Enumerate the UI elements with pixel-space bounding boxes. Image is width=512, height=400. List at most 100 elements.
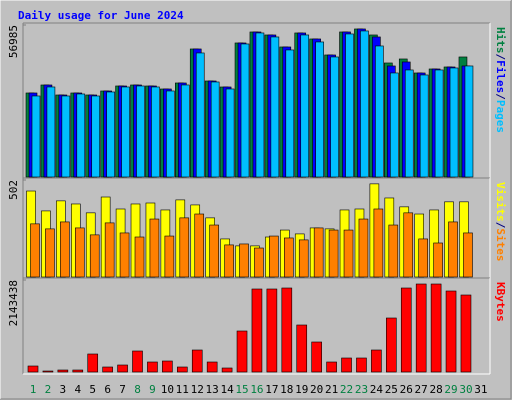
x-tick-label: 18 (280, 383, 293, 396)
bar (151, 86, 160, 178)
bar (164, 235, 175, 278)
x-tick-label: 30 (459, 383, 472, 396)
bar (240, 43, 250, 178)
bar (415, 283, 427, 373)
bar (254, 247, 264, 278)
legend-entry: Hits (494, 27, 507, 54)
bar (269, 235, 279, 278)
bar (209, 224, 219, 278)
x-tick-label: 26 (400, 383, 413, 396)
x-tick-label: 17 (265, 383, 278, 396)
bar (255, 32, 265, 178)
x-tick-label: 22 (340, 383, 353, 396)
bar (149, 218, 160, 278)
bar (386, 317, 397, 373)
bar (181, 84, 190, 178)
series-legend: KBytes (494, 282, 507, 322)
bar (358, 218, 369, 278)
bar (463, 232, 473, 278)
x-tick-label: 23 (355, 383, 368, 396)
x-tick-label: 29 (444, 383, 457, 396)
y-tick-label: 502 (7, 180, 20, 200)
bar (404, 69, 414, 178)
chart-title: Daily usage for June 2024 (18, 9, 184, 22)
bar (31, 95, 41, 178)
bar (74, 227, 85, 278)
bar (132, 350, 143, 373)
bar (104, 222, 115, 278)
x-tick-label: 24 (370, 383, 384, 396)
bar (326, 361, 337, 373)
x-tick-label: 20 (310, 383, 323, 396)
legend-entry: Pages (494, 100, 507, 133)
x-tick-label: 10 (161, 383, 174, 396)
bar (121, 86, 130, 178)
bar (300, 34, 310, 178)
bar (430, 283, 442, 373)
x-tick-label: 1 (30, 383, 37, 396)
bar (449, 67, 459, 178)
x-tick-label: 8 (134, 383, 141, 396)
x-tick-label: 19 (295, 383, 308, 396)
bar (42, 370, 54, 373)
bar (371, 349, 382, 373)
bar (345, 33, 354, 178)
bar (179, 217, 190, 278)
bar (117, 364, 128, 373)
bar (224, 244, 234, 278)
bar (284, 237, 294, 278)
bar (221, 367, 233, 373)
x-tick-label: 7 (119, 383, 126, 396)
bar (448, 221, 458, 278)
bar (136, 85, 145, 178)
x-tick-label: 4 (74, 383, 81, 396)
bar (166, 90, 175, 178)
x-tick-label: 2 (45, 383, 52, 396)
legend-entry: Sites (494, 228, 507, 261)
bar (313, 227, 324, 278)
bar (91, 95, 101, 178)
bar (76, 93, 86, 178)
bar (266, 288, 278, 373)
bar (89, 234, 100, 278)
legend-separator: / (494, 93, 507, 100)
bar (341, 357, 352, 373)
bar (251, 288, 263, 373)
bar (72, 369, 84, 373)
bar (106, 91, 115, 178)
bar (195, 52, 205, 178)
bar (162, 360, 173, 373)
x-tick-label: 27 (415, 383, 428, 396)
bar (210, 81, 220, 178)
legend-entry: Files (494, 60, 507, 93)
bar (61, 95, 71, 178)
bar (46, 86, 56, 178)
bar (360, 30, 369, 178)
bar (270, 36, 280, 178)
bar (400, 287, 412, 373)
bar (460, 294, 472, 373)
x-tick-label: 16 (250, 383, 263, 396)
bar (60, 221, 70, 278)
series-legend: Hits/Files/Pages (494, 27, 507, 133)
bar (30, 223, 40, 278)
x-tick-label: 12 (191, 383, 204, 396)
bar (119, 232, 130, 278)
bar (373, 208, 384, 278)
bar (27, 365, 39, 373)
bar (296, 324, 308, 373)
bar (194, 213, 205, 278)
x-tick-label: 5 (89, 383, 96, 396)
series-legend: Visits/Sites (494, 182, 507, 262)
bar (375, 45, 384, 178)
bar (315, 41, 324, 178)
x-tick-label: 9 (149, 383, 156, 396)
x-tick-label: 31 (474, 383, 487, 396)
x-tick-label: 25 (385, 383, 398, 396)
bar (45, 228, 55, 278)
bar (445, 290, 457, 373)
x-tick-label: 6 (104, 383, 111, 396)
x-tick-label: 28 (429, 383, 442, 396)
bar (434, 69, 444, 178)
